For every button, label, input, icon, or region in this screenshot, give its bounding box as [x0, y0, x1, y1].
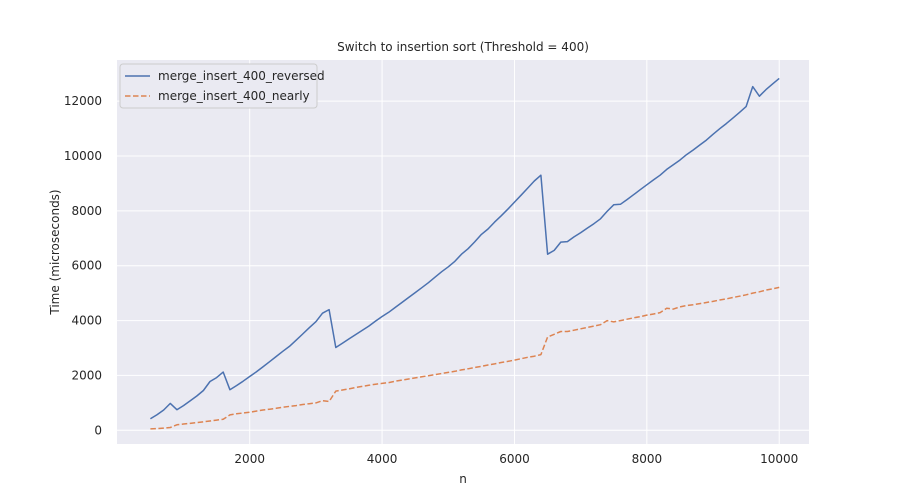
x-tick-label: 2000 [234, 452, 265, 466]
y-tick-label: 10000 [64, 149, 102, 163]
x-tick-label: 6000 [499, 452, 530, 466]
x-tick-label: 10000 [760, 452, 798, 466]
y-tick-label: 4000 [71, 314, 102, 328]
y-tick-label: 12000 [64, 94, 102, 108]
x-tick-label: 4000 [367, 452, 398, 466]
series-lines [150, 77, 780, 430]
y-tick-label: 8000 [71, 204, 102, 218]
y-tick-label: 0 [94, 423, 102, 437]
legend-box [119, 63, 318, 109]
legend-label-nearly: merge_insert_400_nearly [158, 89, 310, 103]
legend: merge_insert_400_reversed merge_insert_4… [119, 63, 325, 109]
chart-title: Switch to insertion sort (Threshold = 40… [337, 40, 589, 54]
x-tick-label: 8000 [632, 452, 663, 466]
tick-labels: 2000 4000 6000 8000 10000 0 2000 4000 6000 8000 10… [64, 94, 798, 466]
legend-label-reversed: merge_insert_400_reversed [158, 69, 325, 83]
series-line-0 [150, 77, 780, 420]
y-axis-title: Time (microseconds) [48, 189, 62, 315]
x-axis-title: n [459, 472, 467, 486]
y-tick-label: 6000 [71, 259, 102, 273]
series-line-1 [150, 286, 780, 430]
grid-lines [117, 60, 809, 444]
y-tick-label: 2000 [71, 368, 102, 382]
